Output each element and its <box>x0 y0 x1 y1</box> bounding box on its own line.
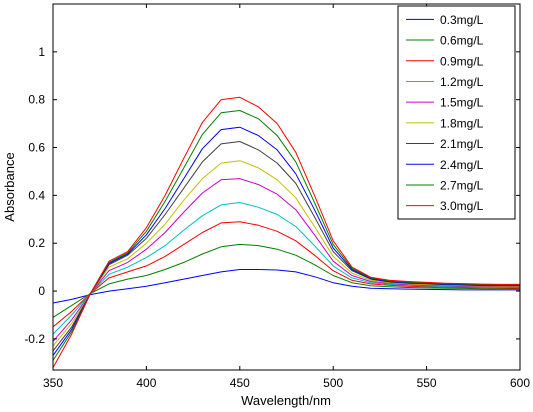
legend-label-2: 0.6mg/L <box>440 34 484 48</box>
series-line-1 <box>52 269 520 304</box>
legend-label-3: 0.9mg/L <box>440 54 484 68</box>
legend-box <box>397 5 516 220</box>
x-tick-label-6: 600 <box>510 376 530 390</box>
y-tick-label-7: 1 <box>38 45 45 59</box>
y-tick-label-2: 0 <box>38 284 45 298</box>
x-tick-label-4: 500 <box>323 376 343 390</box>
y-axis-label: Absorbance <box>2 152 17 221</box>
plot-area-frame <box>52 3 521 371</box>
y-tick-label-4: 0.4 <box>28 188 45 202</box>
series-layer <box>52 96 521 368</box>
legend-label-7: 2.1mg/L <box>440 137 484 151</box>
legend-label-4: 1.2mg/L <box>440 75 484 89</box>
series-line-5 <box>52 178 521 342</box>
x-axis-label: Wavelength/nm <box>241 393 331 408</box>
x-tick-label-3: 450 <box>230 376 250 390</box>
y-tick-label-6: 0.8 <box>28 93 45 107</box>
y-tick-label-3: 0.2 <box>28 236 45 250</box>
x-tick-label-5: 550 <box>417 376 437 390</box>
legend-label-9: 2.7mg/L <box>440 178 484 192</box>
y-tick-label-5: 0.6 <box>28 141 45 155</box>
legend-label-6: 1.8mg/L <box>440 116 484 130</box>
legend-label-10: 3.0mg/L <box>440 199 484 213</box>
series-line-10 <box>52 96 520 368</box>
series-line-3 <box>52 221 521 328</box>
x-tick-label-2: 400 <box>136 376 156 390</box>
x-tick-label-1: 350 <box>43 376 63 390</box>
ticks-layer: 350 400 450 500 550 600 -0.2 0 0.2 0.4 0.6 0.8 1 <box>24 4 530 390</box>
series-line-2 <box>52 243 520 318</box>
legend-label-1: 0.3mg/L <box>440 13 484 27</box>
y-tick-label-1: -0.2 <box>24 332 45 346</box>
series-line-4 <box>52 202 520 335</box>
series-line-6 <box>52 160 520 347</box>
legend: 0.3mg/L 0.6mg/L 0.9mg/L 1.2mg/L 1.5mg/L 1.8mg… <box>397 5 516 220</box>
legend-label-5: 1.5mg/L <box>440 96 484 110</box>
legend-label-8: 2.4mg/L <box>440 158 484 172</box>
